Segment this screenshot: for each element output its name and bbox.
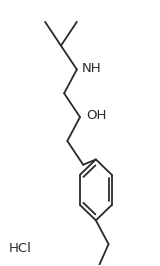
Text: HCl: HCl (9, 242, 32, 255)
Text: OH: OH (86, 109, 107, 122)
Text: NH: NH (82, 62, 101, 75)
